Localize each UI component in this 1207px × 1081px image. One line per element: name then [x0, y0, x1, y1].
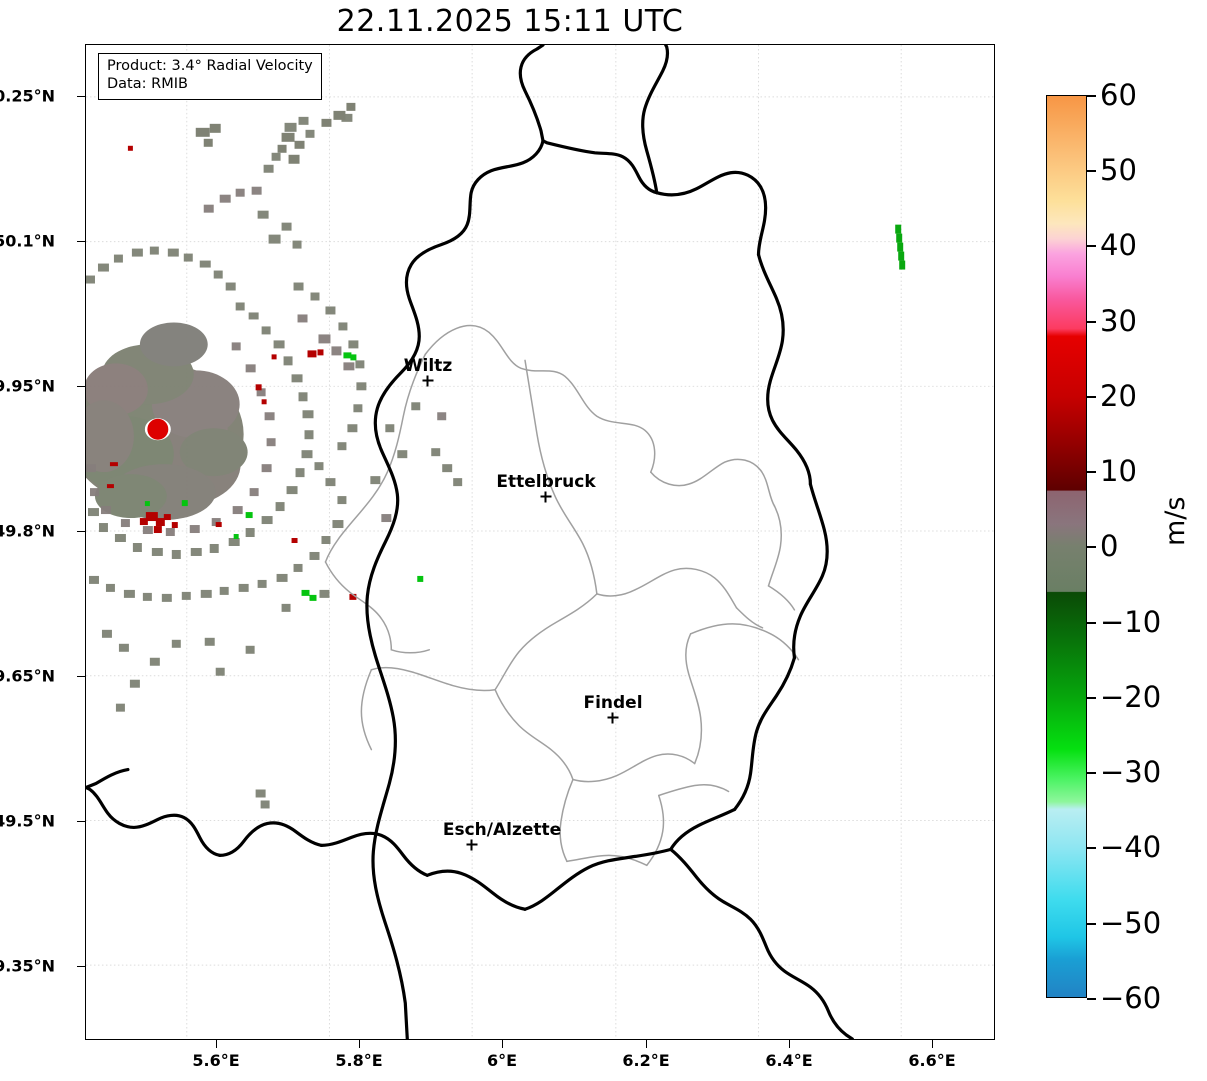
velocity-colorbar[interactable] — [1046, 95, 1087, 998]
x-tick-1 — [359, 1040, 360, 1048]
x-tick-2 — [502, 1040, 503, 1048]
gridlines — [86, 45, 994, 1039]
y-tick-label-2: 49.95°N — [0, 376, 55, 396]
y-tick-label-0: 50.25°N — [0, 86, 55, 106]
y-tick-6 — [77, 966, 85, 967]
cb-tick-3 — [1087, 321, 1096, 323]
cb-label-2: 40 — [1100, 228, 1137, 262]
y-tick-5 — [77, 821, 85, 822]
x-tick-label-0: 5.6°E — [192, 1051, 240, 1070]
cb-tick-9 — [1087, 772, 1096, 774]
y-tick-2 — [77, 386, 85, 387]
cb-label-5: 10 — [1100, 454, 1137, 488]
cb-tick-0 — [1087, 95, 1096, 97]
radar-site-marker — [147, 418, 169, 440]
cb-label-1: 50 — [1100, 153, 1137, 187]
y-tick-4 — [77, 676, 85, 677]
x-tick-3 — [646, 1040, 647, 1048]
country-borders — [86, 45, 854, 1039]
cb-label-4: 20 — [1100, 379, 1137, 413]
radar-map-plot[interactable]: Product: 3.4° Radial Velocity Data: RMIB… — [85, 44, 995, 1040]
x-tick-0 — [216, 1040, 217, 1048]
city-label-findel: Findel — [583, 693, 643, 713]
cb-tick-10 — [1087, 847, 1096, 849]
cb-label-9: −30 — [1100, 755, 1162, 789]
product-label: Product: 3.4° Radial Velocity — [107, 58, 313, 74]
page-title: 22.11.2025 15:11 UTC — [336, 4, 684, 39]
cb-label-11: −50 — [1100, 906, 1162, 940]
colorbar-gradient — [1047, 96, 1086, 997]
radar-echo-field — [86, 67, 906, 809]
x-tick-label-1: 5.8°E — [335, 1051, 383, 1070]
cb-label-12: −60 — [1100, 981, 1162, 1015]
isolated-echo-streak — [895, 224, 906, 270]
y-tick-label-6: 49.35°N — [0, 956, 55, 976]
product-info-box: Product: 3.4° Radial Velocity Data: RMIB — [98, 53, 322, 100]
x-tick-label-5: 6.6°E — [908, 1051, 956, 1070]
x-tick-label-2: 6°E — [486, 1051, 518, 1070]
city-label-ettelbruck: Ettelbruck — [496, 472, 596, 492]
city-marker-esch-alzette — [466, 839, 478, 851]
cb-tick-11 — [1087, 923, 1096, 925]
cb-tick-4 — [1087, 396, 1096, 398]
cb-tick-12 — [1087, 998, 1096, 1000]
y-tick-1 — [77, 241, 85, 242]
x-tick-label-3: 6.2°E — [622, 1051, 670, 1070]
cb-tick-6 — [1087, 546, 1096, 548]
y-tick-3 — [77, 531, 85, 532]
cb-tick-2 — [1087, 245, 1096, 247]
cb-label-10: −40 — [1100, 830, 1162, 864]
city-label-wiltz: Wiltz — [403, 356, 453, 376]
city-marker-ettelbruck — [540, 491, 552, 503]
canton-borders — [324, 324, 800, 867]
y-tick-label-1: 50.1°N — [0, 231, 55, 251]
city-label-esch-alzette: Esch/Alzette — [442, 820, 562, 840]
colorbar-unit-label: m/s — [1160, 496, 1191, 546]
city-marker-wiltz — [422, 375, 434, 387]
y-tick-label-4: 49.65°N — [0, 666, 55, 686]
cb-tick-8 — [1087, 697, 1096, 699]
y-tick-label-3: 49.8°N — [0, 521, 55, 541]
y-tick-label-5: 49.5°N — [0, 811, 55, 831]
map-canvas — [86, 45, 994, 1039]
x-tick-label-4: 6.4°E — [765, 1051, 813, 1070]
cb-tick-7 — [1087, 622, 1096, 624]
cb-label-0: 60 — [1100, 78, 1137, 112]
y-tick-0 — [77, 96, 85, 97]
cb-tick-5 — [1087, 471, 1096, 473]
data-source-label: Data: RMIB — [107, 75, 188, 92]
cb-label-7: −10 — [1100, 605, 1162, 639]
cb-tick-1 — [1087, 170, 1096, 172]
cb-label-6: 0 — [1100, 529, 1119, 563]
cb-label-3: 30 — [1100, 304, 1137, 338]
city-marker-findel — [607, 712, 619, 724]
cb-label-8: −20 — [1100, 680, 1162, 714]
x-tick-4 — [789, 1040, 790, 1048]
x-tick-5 — [932, 1040, 933, 1048]
